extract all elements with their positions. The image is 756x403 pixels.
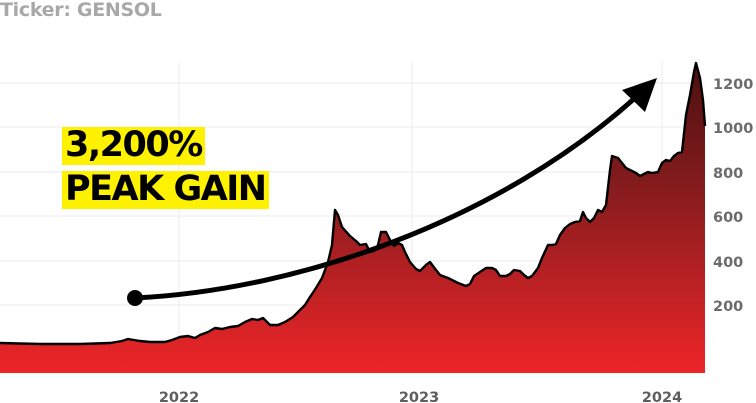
y-axis-labels: 1200 1000 800 600 400 200 bbox=[713, 77, 753, 315]
x-axis-labels: 2022 2023 2024 bbox=[159, 390, 682, 403]
y-tick-400: 400 bbox=[713, 255, 743, 271]
x-tick-2022: 2022 bbox=[159, 390, 199, 403]
gain-callout-line1: 3,200% bbox=[62, 127, 205, 165]
x-tick-2024: 2024 bbox=[642, 390, 682, 403]
y-tick-800: 800 bbox=[713, 166, 743, 182]
gain-percentage: 3,200% bbox=[62, 127, 205, 165]
x-tick-2023: 2023 bbox=[399, 390, 439, 403]
arrow-head-icon bbox=[622, 78, 657, 112]
y-tick-200: 200 bbox=[713, 299, 743, 315]
y-tick-1200: 1200 bbox=[713, 77, 753, 93]
price-line bbox=[0, 61, 707, 346]
price-area bbox=[0, 63, 705, 373]
y-tick-600: 600 bbox=[713, 210, 743, 226]
gain-label: PEAK GAIN bbox=[62, 171, 269, 209]
arrow-curve bbox=[132, 94, 639, 301]
gain-callout-line2: PEAK GAIN bbox=[62, 171, 269, 209]
ticker-title: Ticker: GENSOL bbox=[0, 0, 162, 21]
trend-arrow bbox=[127, 78, 657, 306]
y-tick-1000: 1000 bbox=[713, 121, 753, 137]
